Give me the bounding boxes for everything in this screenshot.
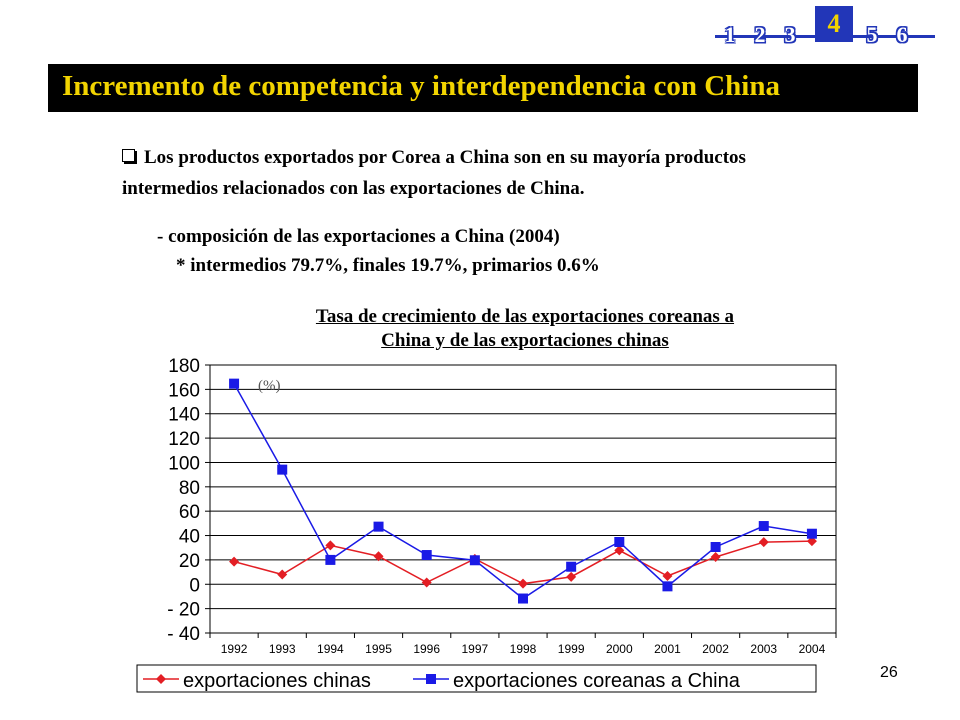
data-point-korea (229, 378, 240, 389)
nav-line-right (853, 35, 935, 38)
y-tick-label: 100 (168, 453, 200, 474)
nav-item-3[interactable]: 3 (784, 22, 796, 47)
data-point-korea (806, 528, 817, 539)
chart-title-line2: China y de las exportaciones chinas (381, 330, 669, 351)
nav-item-2[interactable]: 2 (754, 22, 766, 47)
y-tick-label: 40 (179, 527, 200, 548)
unit-label: (%) (258, 378, 281, 394)
y-tick-label: 180 (168, 356, 200, 377)
data-point-korea (566, 561, 577, 572)
legend-label-china: exportaciones chinas (183, 670, 371, 692)
legend-marker-china (156, 674, 166, 684)
y-tick-label: 160 (168, 380, 200, 401)
y-tick-label: - 40 (167, 624, 200, 645)
bullet-text-line2: intermedios relacionados con las exporta… (122, 178, 585, 199)
data-point-china (421, 577, 432, 588)
data-point-korea (469, 555, 480, 566)
data-point-china (662, 570, 673, 581)
y-tick-label: - 20 (167, 600, 200, 621)
chart-title-line1: Tasa de crecimiento de las exportaciones… (315, 306, 735, 327)
series-line-korea (233, 383, 813, 600)
x-tick-label: 1995 (365, 642, 392, 656)
plot-area (209, 364, 837, 634)
x-tick-label: 2003 (750, 642, 777, 656)
bullet-text-line1: Los productos exportados por Corea a Chi… (144, 147, 746, 168)
nav-item-current[interactable]: 4 (815, 6, 853, 42)
y-tick-label: 20 (179, 551, 200, 572)
title-bar (48, 64, 918, 112)
data-point-korea (373, 521, 384, 532)
x-tick-label: 1997 (461, 642, 488, 656)
data-point-china (614, 545, 625, 556)
nav-item-5[interactable]: 5 (866, 22, 878, 47)
legend-label-korea: exportaciones coreanas a China (453, 670, 741, 692)
x-tick-label: 2000 (606, 642, 633, 656)
nav-line-left (715, 35, 815, 38)
data-point-korea (518, 593, 528, 604)
x-tick-label: 2004 (799, 642, 826, 656)
legend-marker-korea (426, 674, 436, 684)
sub-bullet-composition: - composición de las exportaciones a Chi… (157, 226, 560, 247)
data-point-korea (662, 581, 673, 592)
data-point-korea (614, 537, 625, 548)
page-number: 26 (880, 664, 898, 681)
data-point-china (566, 571, 577, 582)
data-point-china (373, 551, 384, 562)
y-tick-label: 120 (168, 429, 200, 450)
nav-item-6[interactable]: 6 (896, 22, 908, 47)
x-tick-label: 1993 (269, 642, 296, 656)
data-point-china (229, 556, 240, 567)
x-tick-label: 1994 (317, 642, 344, 656)
x-tick-label: 2002 (702, 642, 729, 656)
data-point-korea (710, 541, 721, 552)
data-point-china (518, 578, 528, 589)
nav-item-1[interactable]: 1 (724, 22, 736, 47)
x-tick-label: 2001 (654, 642, 681, 656)
series-line-china (233, 540, 812, 585)
data-point-korea (325, 554, 336, 565)
data-point-korea (758, 521, 769, 532)
data-point-korea (277, 464, 288, 475)
x-tick-label: 1999 (558, 642, 585, 656)
x-tick-label: 1996 (413, 642, 440, 656)
y-tick-label: 80 (179, 478, 200, 499)
x-tick-label: 1992 (221, 642, 248, 656)
y-tick-label: 0 (189, 575, 200, 596)
legend-box (136, 664, 817, 693)
data-point-china (758, 537, 769, 548)
data-point-china (710, 551, 721, 562)
checkbox-bullet-icon (122, 149, 135, 162)
data-point-china (325, 540, 336, 551)
data-point-korea (421, 550, 432, 561)
y-tick-label: 140 (168, 405, 200, 426)
data-point-china (277, 569, 288, 580)
x-tick-label: 1998 (510, 642, 537, 656)
y-tick-label: 60 (179, 502, 200, 523)
page-title: Incremento de competencia y interdepende… (62, 70, 780, 102)
sub-bullet-shares: * intermedios 79.7%, finales 19.7%, prim… (176, 255, 600, 276)
